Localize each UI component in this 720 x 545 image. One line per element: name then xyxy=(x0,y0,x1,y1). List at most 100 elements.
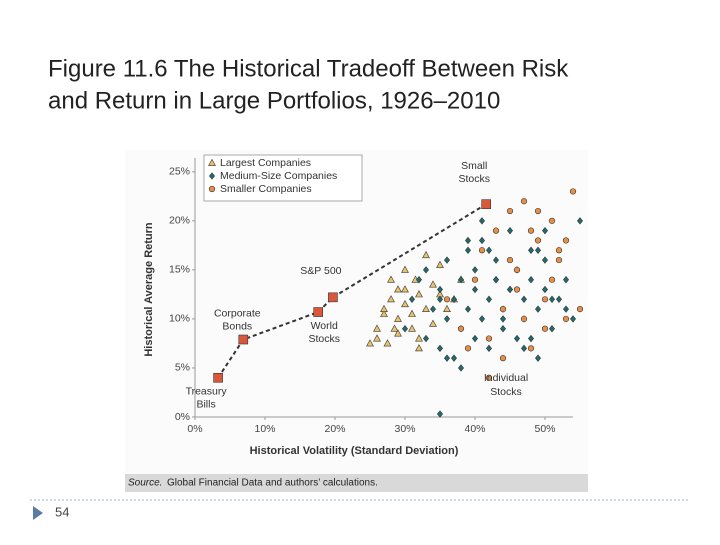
legend-box xyxy=(203,154,363,202)
x-tick-label: 40% xyxy=(464,423,485,435)
scatter-point xyxy=(444,354,450,362)
y-tick-label: 0% xyxy=(175,411,190,423)
scatter-point xyxy=(390,324,399,332)
scatter-point xyxy=(373,324,381,332)
scatter-point xyxy=(465,236,471,245)
scatter-point xyxy=(563,305,569,313)
scatter-point xyxy=(570,315,576,323)
scatter-point xyxy=(499,306,507,313)
scatter-point xyxy=(479,236,485,245)
scatter-point xyxy=(422,304,430,313)
scatter-point xyxy=(465,305,471,313)
scatter-point xyxy=(465,246,471,254)
scatter-point xyxy=(373,334,381,342)
scatter-point xyxy=(500,315,506,323)
scatter-point xyxy=(430,305,436,313)
scatter-point xyxy=(387,275,395,283)
scatter-point xyxy=(401,299,409,308)
scatter-point xyxy=(394,329,402,337)
scatter-point xyxy=(528,246,534,254)
scatter-point xyxy=(429,319,437,327)
scatter-point xyxy=(548,217,556,224)
scatter-point xyxy=(437,344,443,353)
scatter-point xyxy=(409,295,415,303)
scatter-point xyxy=(416,276,422,284)
scatter-point xyxy=(521,344,527,353)
scatter-point xyxy=(383,339,392,347)
scatter-point xyxy=(458,276,464,284)
portfolio-label: Small xyxy=(461,160,487,172)
x-tick-label: 10% xyxy=(254,423,275,435)
scatter-point xyxy=(451,354,457,362)
scatter-point xyxy=(513,266,521,273)
source-band xyxy=(125,474,588,492)
scatter-point xyxy=(535,305,541,313)
y-tick-label: 15% xyxy=(169,264,190,276)
scatter-point xyxy=(506,256,514,264)
annotation: Individual xyxy=(484,372,528,384)
scatter-point xyxy=(541,325,549,332)
scatter-point xyxy=(507,226,513,235)
scatter-point xyxy=(562,315,570,323)
scatter-point xyxy=(408,309,416,317)
portfolio-label: Bonds xyxy=(222,320,252,332)
scatter-point xyxy=(423,334,429,343)
scatter-point xyxy=(577,217,583,225)
scatter-point xyxy=(555,247,563,254)
scatter-point xyxy=(562,237,570,244)
legend-symbol xyxy=(209,172,215,180)
scatter-point xyxy=(493,276,499,284)
portfolio-point xyxy=(313,307,324,317)
scatter-point xyxy=(513,286,521,293)
scatter-point xyxy=(534,237,542,244)
scatter-point xyxy=(527,227,535,234)
scatter-point xyxy=(492,227,500,234)
scatter-point xyxy=(444,315,450,323)
scatter-point xyxy=(576,306,584,313)
scatter-point xyxy=(541,296,549,303)
y-tick-label: 10% xyxy=(169,313,190,325)
figure-background xyxy=(125,150,588,492)
scatter-point xyxy=(451,295,457,303)
scatter-point xyxy=(443,304,451,313)
scatter-point xyxy=(520,198,528,205)
scatter-point xyxy=(394,314,402,322)
slide-number: 54 xyxy=(55,504,69,519)
scatter-point xyxy=(443,296,451,303)
scatter-point xyxy=(500,325,506,333)
scatter-point xyxy=(429,280,437,288)
plot: 0% 10% 20% 30% 40% 50% 0% 5% 10% 15% 20% 25% Histori… xyxy=(143,154,584,457)
scatter-point xyxy=(458,364,464,372)
scatter-point xyxy=(479,315,485,323)
portfolio-label: Stocks xyxy=(308,333,340,345)
source-text: Global Financial Data and authors’ calcu… xyxy=(167,478,378,489)
scatter-point xyxy=(535,246,541,254)
y-tick-label: 5% xyxy=(175,362,190,374)
x-tick-label: 0% xyxy=(187,423,202,435)
scatter-point xyxy=(472,334,478,343)
y-tick-label: 20% xyxy=(169,215,190,227)
scatter-point xyxy=(548,276,556,283)
scatter-point xyxy=(542,226,548,235)
portfolio-point xyxy=(238,334,249,345)
scatter-point xyxy=(555,256,563,264)
scatter-point xyxy=(542,285,548,294)
scatter-point xyxy=(387,295,395,303)
scatter-point xyxy=(401,285,409,293)
tradeoff-line xyxy=(217,203,487,379)
portfolio-label: World xyxy=(311,320,338,332)
scatter-point xyxy=(472,285,478,294)
scatter-point xyxy=(485,374,493,381)
scatter-point xyxy=(408,324,416,332)
portfolio-label: S&P 500 xyxy=(300,265,341,277)
scatter-point xyxy=(485,335,493,342)
annotation: Stocks xyxy=(490,386,522,398)
scatter-point xyxy=(569,188,577,195)
portfolio-label: Stocks xyxy=(458,173,490,185)
scatter-point xyxy=(415,290,423,298)
scatter-point xyxy=(415,334,423,342)
portfolio-point xyxy=(328,292,338,303)
scatter-point xyxy=(478,247,486,254)
scatter-point xyxy=(520,315,528,323)
x-tick-label: 50% xyxy=(534,423,555,435)
